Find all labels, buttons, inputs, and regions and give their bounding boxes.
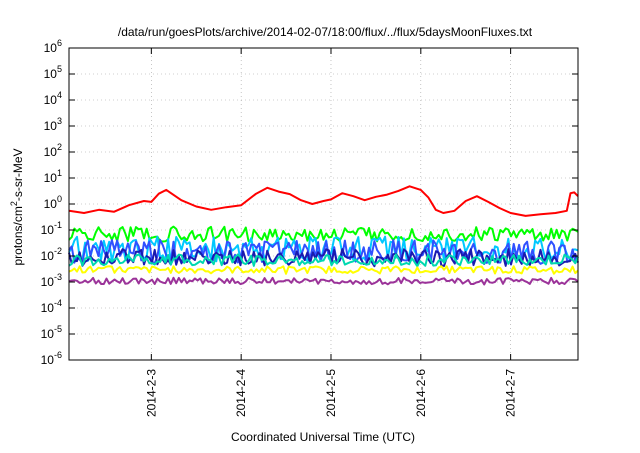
- x-tick-label: 2014-2-4: [234, 369, 248, 417]
- y-axis-label-sup: 2: [9, 201, 19, 206]
- y-tick-label: 10-4: [41, 298, 62, 315]
- y-tick-label: 106: [44, 38, 62, 55]
- y-tick-base: 10: [44, 145, 58, 159]
- y-tick-label: 103: [44, 116, 62, 133]
- y-tick-label: 10-6: [41, 350, 62, 367]
- y-axis-label-main: protons/cm: [11, 206, 25, 265]
- series-line: [68, 185, 579, 217]
- y-tick-exponent: -3: [54, 272, 62, 282]
- series-layer: [68, 185, 579, 286]
- y-tick-base: 10: [44, 197, 58, 211]
- frame-layer: [68, 47, 579, 361]
- y-tick-base: 10: [41, 249, 55, 263]
- y-tick-exponent: 2: [57, 142, 62, 152]
- x-tick-label: 2014-2-3: [144, 369, 158, 417]
- plot-frame: [68, 47, 579, 361]
- y-axis-label-tail: -s-sr-MeV: [11, 148, 25, 201]
- series-line: [68, 265, 579, 275]
- y-tick-label: 104: [44, 90, 62, 107]
- y-tick-exponent: 5: [57, 64, 62, 74]
- x-tick-labels: 2014-2-3 2014-2-4 2014-2-5 2014-2-6 2014-2-7: [144, 369, 517, 417]
- y-tick-base: 10: [44, 119, 58, 133]
- y-tick-base: 10: [41, 223, 55, 237]
- y-tick-label: 10-1: [41, 220, 62, 237]
- y-tick-base: 10: [44, 93, 58, 107]
- y-tick-base: 10: [41, 327, 55, 341]
- x-axis-label: Coordinated Universal Time (UTC): [231, 430, 415, 444]
- y-tick-exponent: 6: [57, 38, 62, 48]
- grid-layer: [69, 48, 578, 360]
- series-line: [68, 238, 579, 265]
- y-tick-label: 102: [44, 142, 62, 159]
- y-tick-label: 10-2: [41, 246, 62, 263]
- series-line: [68, 253, 579, 268]
- chart-title: /data/run/goesPlots/archive/2014-02-07/1…: [118, 25, 533, 39]
- y-tick-base: 10: [41, 353, 55, 367]
- y-tick-base: 10: [44, 171, 58, 185]
- y-tick-label: 10-3: [41, 272, 62, 289]
- x-tick-label: 2014-2-7: [504, 369, 518, 417]
- y-tick-exponent: 4: [57, 90, 62, 100]
- series-line: [68, 225, 579, 243]
- y-tick-base: 10: [44, 67, 58, 81]
- y-tick-labels: 10-610-510-410-310-210-11001011021031041…: [41, 38, 62, 367]
- y-tick-exponent: 3: [57, 116, 62, 126]
- y-tick-exponent: 1: [57, 168, 62, 178]
- y-tick-exponent: -1: [54, 220, 62, 230]
- y-tick-exponent: 0: [57, 194, 62, 204]
- y-tick-exponent: -6: [54, 350, 62, 360]
- y-tick-label: 100: [44, 194, 62, 211]
- y-tick-base: 10: [44, 41, 58, 55]
- y-tick-exponent: -2: [54, 246, 62, 256]
- y-tick-base: 10: [41, 301, 55, 315]
- y-tick-base: 10: [41, 275, 55, 289]
- y-tick-exponent: -4: [54, 298, 62, 308]
- x-tick-label: 2014-2-5: [324, 369, 338, 417]
- y-tick-exponent: -5: [54, 324, 62, 334]
- y-tick-label: 101: [44, 168, 62, 185]
- x-tick-label: 2014-2-6: [414, 369, 428, 417]
- series-line: [68, 276, 579, 286]
- y-tick-label: 105: [44, 64, 62, 81]
- y-axis-label: protons/cm2-s-sr-MeV: [9, 148, 25, 265]
- y-tick-label: 10-5: [41, 324, 62, 341]
